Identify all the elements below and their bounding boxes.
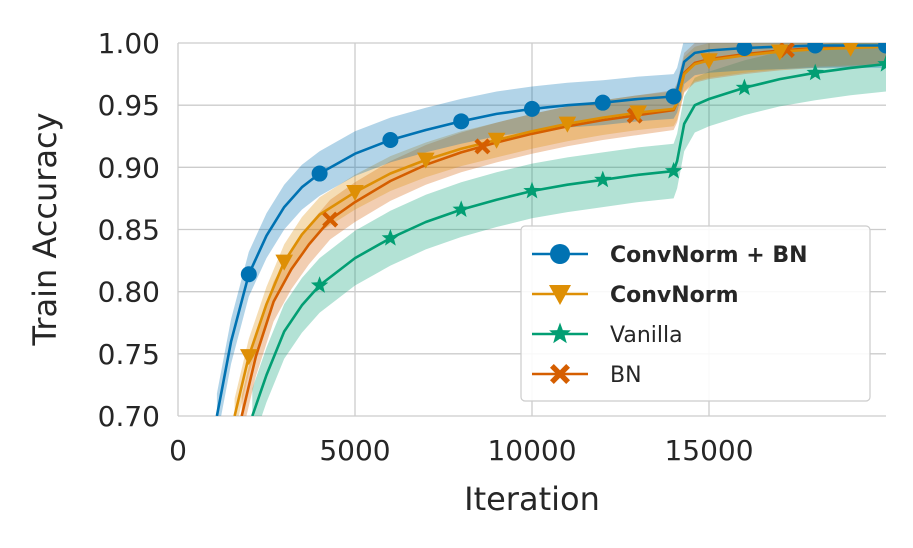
- marker-convnorm-bn: [382, 131, 399, 148]
- marker-convnorm-bn: [240, 266, 257, 283]
- marker-vanilla: [310, 276, 329, 293]
- marker-convnorm-bn: [311, 165, 328, 182]
- marker-convnorm-bn: [453, 113, 470, 130]
- y-tick-label: 0.75: [98, 338, 160, 371]
- marker-convnorm-bn: [736, 43, 753, 56]
- marker-convnorm-bn: [878, 43, 886, 54]
- y-tick-label: 0.70: [98, 400, 160, 433]
- series-markers: [240, 43, 886, 366]
- legend-label-convnorm: ConvNorm: [610, 283, 739, 308]
- y-tick-label: 0.90: [98, 151, 160, 184]
- marker-convnorm: [417, 152, 435, 169]
- marker-bn: [474, 138, 491, 155]
- marker-convnorm-bn: [594, 94, 611, 111]
- legend-marker-convnorm-bn: [550, 244, 570, 264]
- marker-vanilla: [806, 63, 824, 81]
- legend-marker-convnorm: [549, 285, 571, 305]
- legend-label-vanilla: Vanilla: [610, 323, 683, 348]
- marker-vanilla: [381, 229, 400, 246]
- marker-convnorm-bn: [524, 100, 540, 117]
- tick-labels: 0 5000 10000 15000 0.70 0.75 0.80 0.85 0.90 0.95 1…: [98, 27, 754, 467]
- legend: ConvNorm + BN ConvNorm Vanilla BN: [520, 225, 871, 402]
- x-axis-title: Iteration: [464, 480, 600, 518]
- x-tick-label: 0: [169, 434, 187, 467]
- marker-bn: [322, 211, 339, 228]
- y-tick-label: 0.95: [98, 89, 160, 122]
- marker-convnorm-bn: [665, 88, 682, 105]
- x-tick-label: 5000: [319, 434, 390, 467]
- marker-convnorm: [843, 43, 859, 57]
- marker-convnorm: [558, 116, 577, 133]
- marker-convnorm: [487, 132, 506, 149]
- legend-marker-bn: [550, 364, 570, 384]
- marker-convnorm: [629, 105, 647, 122]
- legend-label-convnorm-bn: ConvNorm + BN: [610, 243, 808, 268]
- legend-label-bn: BN: [610, 363, 642, 388]
- marker-convnorm: [346, 185, 364, 201]
- x-tick-label: 15000: [664, 434, 753, 467]
- y-axis-title: Train Accuracy: [26, 112, 64, 346]
- marker-vanilla: [523, 181, 541, 199]
- marker-vanilla: [664, 161, 683, 179]
- y-tick-label: 1.00: [98, 27, 160, 60]
- y-tick-label: 0.80: [98, 276, 160, 309]
- marker-convnorm-bn: [807, 43, 824, 54]
- marker-vanilla: [452, 200, 470, 217]
- y-tick-label: 0.85: [98, 214, 160, 247]
- marker-vanilla: [877, 54, 886, 72]
- marker-convnorm: [240, 349, 258, 366]
- legend-frame: [520, 225, 871, 402]
- band-vanilla: [252, 43, 886, 416]
- marker-vanilla: [594, 170, 612, 188]
- marker-convnorm: [700, 53, 718, 70]
- legend-marker-vanilla: [549, 322, 571, 344]
- x-tick-label: 10000: [487, 434, 576, 467]
- marker-convnorm: [275, 254, 293, 271]
- marker-convnorm: [771, 44, 789, 61]
- marker-vanilla: [735, 78, 754, 96]
